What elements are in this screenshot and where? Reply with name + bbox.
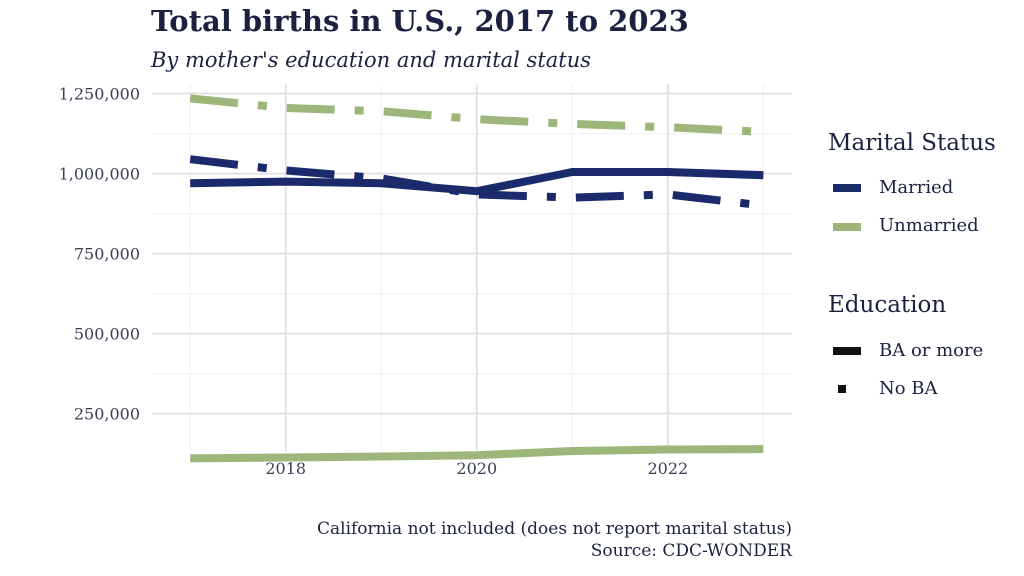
y-tick-label: 1,000,000 [59,165,140,184]
y-tick-label: 250,000 [74,405,140,424]
caption-note: California not included (does not report… [316,519,792,539]
legend-title-marital: Marital Status [828,130,996,156]
legend-keys [833,184,861,393]
x-tick-label: 2020 [456,459,497,478]
legend-label-ba-or-more: BA or more [879,340,984,361]
series-lines [189,94,764,463]
series-line-married-ba-or-more [190,168,764,196]
legend-label-married: Married [879,177,954,198]
y-axis-ticks: 250,000 500,000 750,000 1,000,000 1,250,000 [59,85,140,424]
legend-label-no-ba: No BA [879,378,938,399]
series-line-unmarried-ba-or-more [190,445,764,463]
x-axis-ticks: 2018 2020 2022 [265,459,688,478]
y-tick-label: 750,000 [74,245,140,264]
y-tick-label: 1,250,000 [59,85,140,104]
chart-subtitle: By mother's education and marital status [151,48,592,72]
caption-source: Source: CDC-WONDER [590,541,792,561]
grid [152,84,792,452]
y-tick-label: 500,000 [74,325,140,344]
x-tick-label: 2018 [265,459,306,478]
x-tick-label: 2022 [647,459,688,478]
legend-title-education: Education [828,292,947,318]
legend-key-no-ba [838,385,846,393]
chart-title: Total births in U.S., 2017 to 2023 [151,4,689,38]
legend-label-unmarried: Unmarried [879,215,979,236]
